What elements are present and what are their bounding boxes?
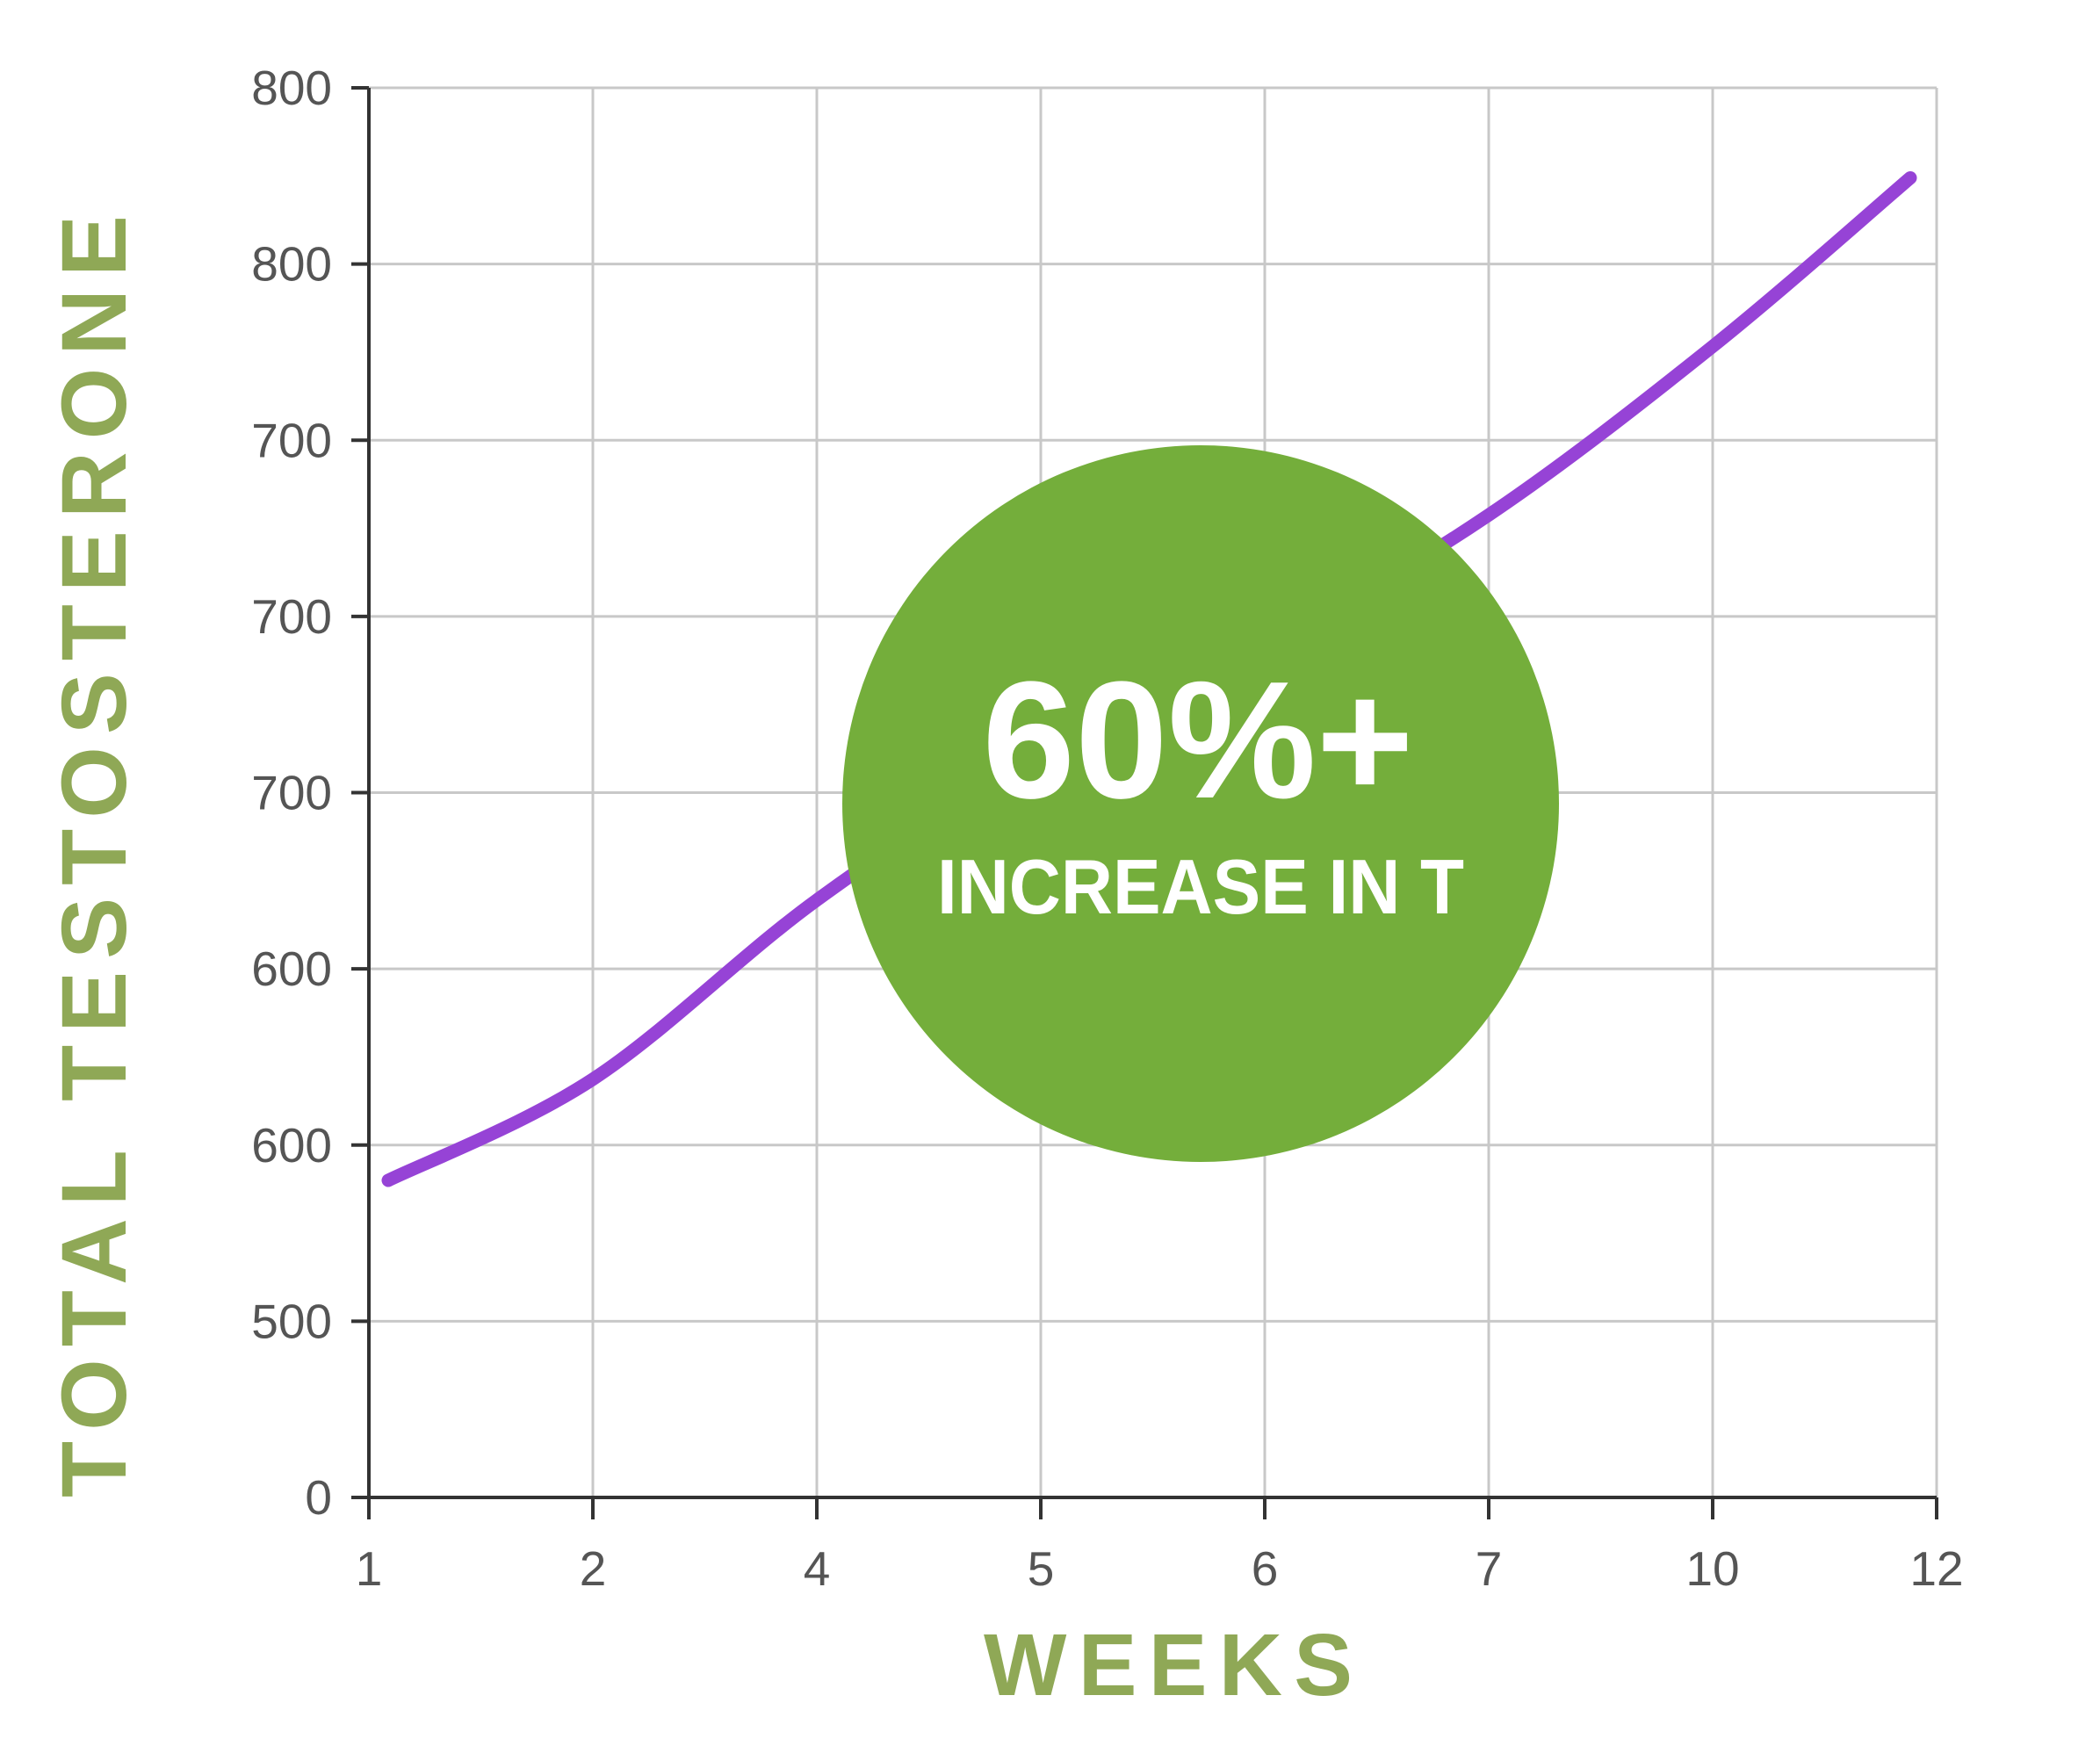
y-tick-label: 700 [251, 413, 332, 467]
y-tick-label: 700 [251, 589, 332, 644]
y-tick-label: 700 [251, 766, 332, 820]
y-tick-label: 500 [251, 1294, 332, 1348]
y-tick-label: 800 [251, 237, 332, 292]
x-tick-label: 12 [1909, 1541, 1963, 1596]
badge-small-text: INCREASE IN T [937, 843, 1464, 930]
badge-circle [842, 445, 1559, 1162]
x-tick-label: 5 [1028, 1541, 1055, 1596]
y-tick-label: 0 [305, 1470, 332, 1525]
y-axis-title: TOTAL TESTOSTERONE [43, 215, 146, 1497]
y-tick-label: 600 [251, 1118, 332, 1172]
x-axis-title: WEEKS [984, 1616, 1353, 1714]
x-tick-label: 1 [356, 1541, 383, 1596]
x-tick-label: 10 [1685, 1541, 1739, 1596]
y-tick-label: 800 [251, 61, 332, 115]
increase-badge: 60%+ INCREASE IN T [842, 445, 1559, 1162]
axes [351, 86, 1938, 1519]
x-tick-label: 2 [580, 1541, 607, 1596]
y-tick-label: 600 [251, 942, 332, 996]
x-tick-label: 4 [804, 1541, 831, 1596]
x-tick-label: 7 [1476, 1541, 1503, 1596]
badge-big-text: 60%+ [982, 647, 1413, 833]
x-tick-label: 6 [1252, 1541, 1279, 1596]
